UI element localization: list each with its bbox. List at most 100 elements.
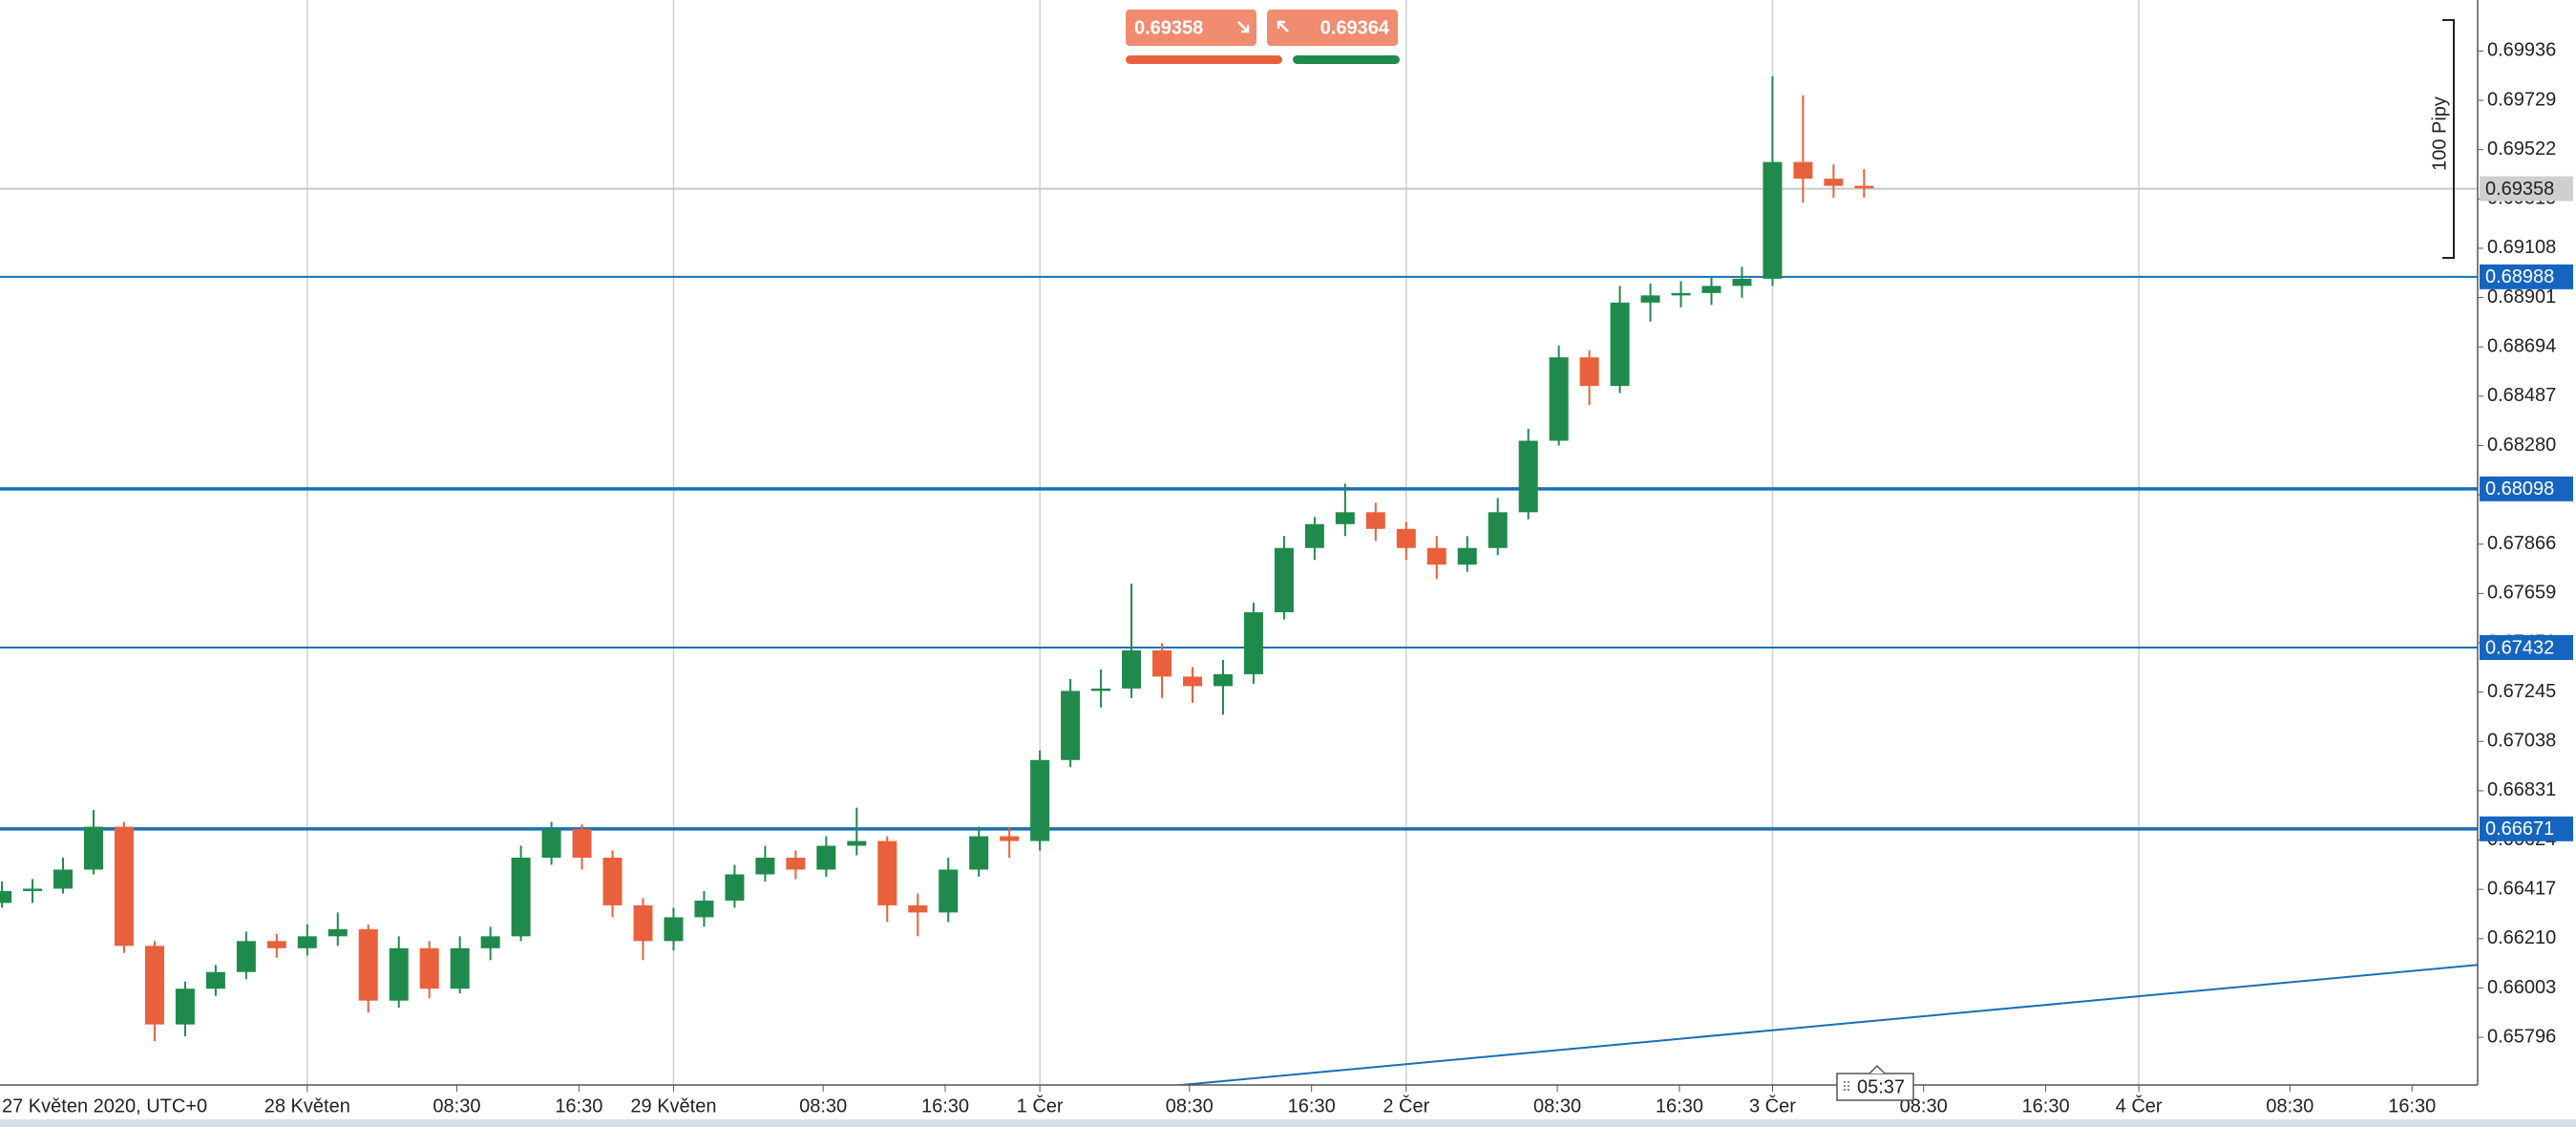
candle-body <box>511 858 531 937</box>
candle-body <box>1304 523 1324 548</box>
y-tick-label: 0.68901 <box>2487 287 2556 308</box>
x-tick-label: 2 Čer <box>1383 1095 1429 1116</box>
x-tick-label: 08:30 <box>2266 1095 2313 1116</box>
candle-body <box>1000 836 1020 841</box>
overlay: 0.69358 0.69364 100 Pipy 05:37 <box>1126 10 2455 1101</box>
candle-body <box>908 904 928 913</box>
bottom-strip <box>0 1119 2576 1127</box>
candle-body <box>480 936 500 948</box>
candle-body <box>419 947 439 989</box>
candle-body <box>1213 673 1233 687</box>
candle-body <box>1701 286 1721 293</box>
y-tick-label: 0.68694 <box>2487 335 2556 356</box>
candle-body <box>1854 185 1874 189</box>
level-label-bg <box>2480 264 2573 289</box>
x-tick-label: 29 Květen <box>630 1095 716 1116</box>
candle-body <box>877 840 897 905</box>
candle-body <box>939 869 959 913</box>
y-tick-label: 0.67866 <box>2487 533 2556 554</box>
candle-body <box>1793 161 1813 180</box>
y-tick-label: 0.69108 <box>2487 237 2556 258</box>
candle-body <box>144 946 164 1025</box>
candle-body <box>1457 547 1477 565</box>
candle-body <box>266 941 286 948</box>
x-tick-label: 08:30 <box>1900 1095 1948 1116</box>
candle-body <box>327 928 348 937</box>
candle-body <box>1426 547 1446 565</box>
candle-body <box>1488 512 1508 548</box>
candle-body <box>389 947 409 1001</box>
candle-body <box>1030 759 1050 841</box>
x-tick-label: 16:30 <box>1288 1095 1336 1116</box>
level-label-bg <box>2480 635 2573 661</box>
candle-body <box>1732 278 1752 287</box>
candle-body <box>1061 691 1081 760</box>
candle-body <box>1122 650 1142 689</box>
x-tick-label: 08:30 <box>799 1095 847 1116</box>
sell-button[interactable] <box>1126 10 1256 46</box>
candle-body <box>633 904 653 942</box>
current-price-label: 0.69358 <box>2485 179 2554 200</box>
clock-grip <box>1844 1081 1849 1093</box>
y-tick-label: 0.66003 <box>2487 977 2556 998</box>
pip-ruler-label: 100 Pipy <box>2429 96 2450 171</box>
candle-body <box>1640 295 1660 303</box>
candle-body <box>1579 357 1599 387</box>
candle-body <box>0 890 12 904</box>
candle-body <box>725 874 745 901</box>
level-label: 0.67432 <box>2485 637 2554 658</box>
buy-bar <box>1293 55 1400 64</box>
x-tick-label: 3 Čer <box>1749 1095 1796 1116</box>
candle-body <box>358 928 378 1001</box>
x-tick-label: 08:30 <box>1166 1095 1214 1116</box>
clock-box <box>1836 1073 1914 1101</box>
candle-body <box>53 869 74 889</box>
x-start-label: 27 Květen 2020, UTC+0 <box>2 1095 207 1116</box>
candle-body <box>969 836 989 870</box>
candle-body <box>1824 179 1844 186</box>
candle-body <box>450 947 470 989</box>
level-label-bg <box>2480 476 2573 501</box>
candle-body <box>786 858 806 870</box>
trendline <box>1171 964 2478 1085</box>
sell-bar <box>1126 55 1282 64</box>
x-tick-label: 28 Květen <box>264 1095 350 1116</box>
buy-price[interactable]: 0.69364 <box>1320 17 1390 38</box>
x-tick-label: 16:30 <box>2388 1095 2436 1116</box>
candle-body <box>1091 688 1111 691</box>
x-tick-label: 16:30 <box>2022 1095 2070 1116</box>
y-tick-label: 0.69522 <box>2487 138 2556 159</box>
x-tick-label: 08:30 <box>433 1095 480 1116</box>
candle-body <box>1365 512 1385 529</box>
y-tick-label: 0.67245 <box>2487 681 2556 702</box>
candle-body <box>847 840 867 846</box>
candle-body <box>1182 676 1202 687</box>
level-label-bg <box>2480 816 2573 841</box>
candle-body <box>1335 512 1355 524</box>
y-tick-label: 0.69729 <box>2487 89 2556 110</box>
candle-body <box>694 900 714 918</box>
current-price-label-bg <box>2480 176 2573 202</box>
y-tick-label: 0.65796 <box>2487 1026 2556 1047</box>
candle-body <box>83 826 103 870</box>
y-tick-label: 0.67038 <box>2487 731 2556 752</box>
x-tick-label: 4 Čer <box>2116 1095 2163 1116</box>
y-tick-label: 0.68280 <box>2487 435 2556 456</box>
candle-body <box>541 829 561 859</box>
candle-body <box>1610 302 1630 387</box>
candle-body <box>572 829 592 859</box>
candle-body <box>175 989 195 1025</box>
x-tick-label: 1 Čer <box>1017 1095 1064 1116</box>
sell-price[interactable]: 0.69358 <box>1134 17 1203 38</box>
y-tick-label: 0.68487 <box>2487 385 2556 406</box>
clock-pointer <box>1869 1064 1886 1074</box>
grid <box>306 0 2140 1085</box>
level-label: 0.68098 <box>2485 478 2554 500</box>
x-tick-label: 08:30 <box>1533 1095 1581 1116</box>
candle-body <box>1152 650 1172 677</box>
buy-button[interactable] <box>1267 10 1398 46</box>
candle-body <box>1671 292 1691 296</box>
